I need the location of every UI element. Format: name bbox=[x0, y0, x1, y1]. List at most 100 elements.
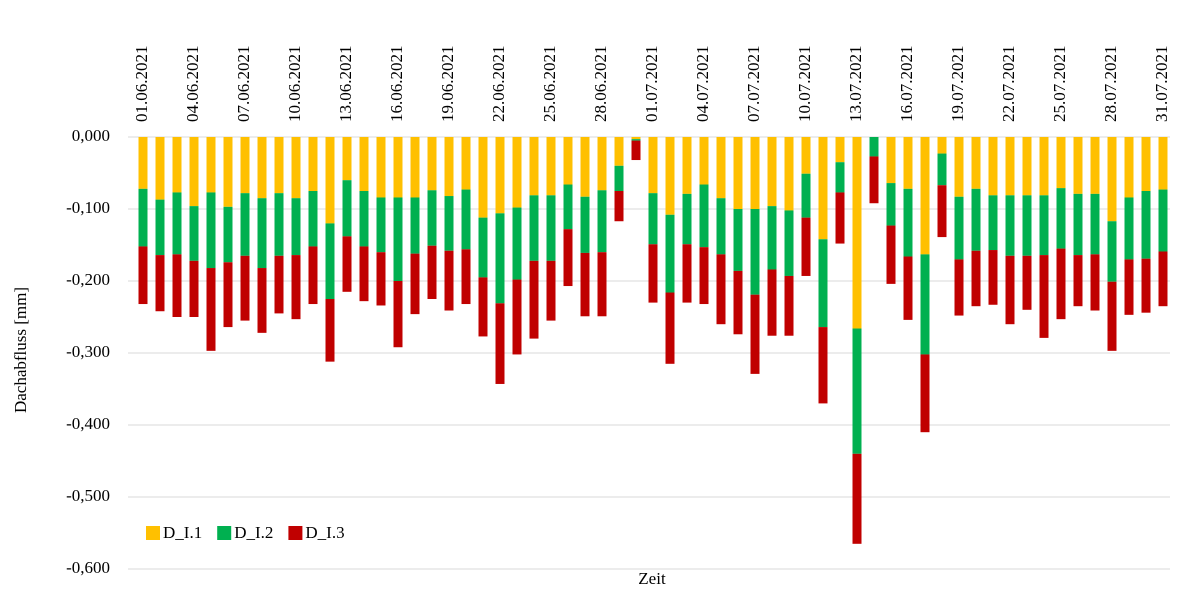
bar-segment bbox=[852, 328, 862, 454]
bar-segment bbox=[393, 281, 403, 348]
bar-segment bbox=[954, 137, 964, 197]
bar-segment bbox=[903, 137, 913, 189]
bar-segment bbox=[886, 225, 896, 284]
bar-segment bbox=[359, 191, 369, 247]
x-tick-label: 01.07.2021 bbox=[642, 46, 661, 123]
bar-segment bbox=[665, 292, 675, 364]
bar-segment bbox=[495, 303, 505, 384]
bar-segment bbox=[172, 192, 182, 255]
bar-segment bbox=[1022, 195, 1032, 256]
bar-segment bbox=[733, 137, 743, 209]
bar-segment bbox=[563, 184, 573, 230]
x-tick-label: 04.06.2021 bbox=[183, 46, 202, 123]
bar-segment bbox=[376, 137, 386, 198]
bar-segment bbox=[733, 270, 743, 335]
bar-segment bbox=[546, 260, 556, 321]
bar-segment bbox=[631, 140, 641, 161]
bar-segment bbox=[903, 188, 913, 257]
bar-segment bbox=[308, 246, 318, 305]
y-tick-label: -0,200 bbox=[66, 270, 110, 289]
bar-segment bbox=[597, 252, 607, 317]
x-tick-label: 28.07.2021 bbox=[1101, 46, 1120, 123]
bar-segment bbox=[274, 255, 284, 314]
bar-segment bbox=[342, 137, 352, 181]
bar-segment bbox=[750, 209, 760, 295]
bar-segment bbox=[1158, 251, 1168, 307]
bar-segment bbox=[478, 137, 488, 218]
bar-segment bbox=[835, 137, 845, 163]
bar-segment bbox=[325, 299, 335, 362]
bar-segment bbox=[1056, 248, 1066, 320]
bar-segment bbox=[648, 244, 658, 303]
bar-segment bbox=[155, 255, 165, 312]
bar-segment bbox=[937, 153, 947, 186]
bar-segment bbox=[750, 137, 760, 209]
bar-segment bbox=[886, 137, 896, 184]
bar-segment bbox=[563, 229, 573, 287]
bar-segment bbox=[223, 262, 233, 328]
y-tick-label: -0,600 bbox=[66, 558, 110, 577]
bar-segment bbox=[631, 137, 641, 140]
x-tick-label: 25.07.2021 bbox=[1050, 46, 1069, 123]
legend-swatch bbox=[288, 526, 303, 540]
bar-segment bbox=[427, 137, 437, 191]
bar-segment bbox=[1073, 255, 1083, 307]
bar-segment bbox=[665, 137, 675, 215]
bar-segment bbox=[716, 137, 726, 199]
bar-segment bbox=[291, 198, 301, 256]
bar-segment bbox=[172, 137, 182, 193]
x-tick-label: 10.06.2021 bbox=[285, 46, 304, 123]
bar-segment bbox=[359, 137, 369, 191]
bar-segment bbox=[1107, 137, 1117, 222]
bar-segment bbox=[546, 195, 556, 261]
bar-segment bbox=[971, 250, 981, 307]
bar-segment bbox=[257, 137, 267, 199]
bar-segment bbox=[631, 139, 641, 141]
bar-segment bbox=[1005, 137, 1015, 196]
bar-segment bbox=[206, 137, 216, 193]
x-tick-label: 22.07.2021 bbox=[999, 46, 1018, 123]
bar-segment bbox=[937, 185, 947, 238]
bar-segment bbox=[988, 195, 998, 251]
bar-segment bbox=[359, 246, 369, 302]
bar-segment bbox=[971, 137, 981, 189]
bar-segment bbox=[461, 189, 471, 250]
x-tick-label: 22.06.2021 bbox=[489, 46, 508, 123]
x-tick-label: 07.07.2021 bbox=[744, 46, 763, 123]
bar-segment bbox=[240, 193, 250, 256]
bar-segment bbox=[920, 137, 930, 255]
bar-segment bbox=[954, 196, 964, 260]
x-tick-label: 19.07.2021 bbox=[948, 46, 967, 123]
bar-segment bbox=[699, 137, 709, 185]
bar-segment bbox=[274, 193, 284, 256]
bar-segment bbox=[869, 156, 879, 204]
bar-segment bbox=[733, 209, 743, 271]
bar-segment bbox=[818, 239, 828, 328]
x-tick-label: 10.07.2021 bbox=[795, 46, 814, 123]
bar-segment bbox=[835, 162, 845, 193]
bar-segment bbox=[682, 193, 692, 245]
bar-segment bbox=[308, 137, 318, 191]
bar-segment bbox=[342, 236, 352, 292]
bar-segment bbox=[240, 255, 250, 321]
x-axis-title: Zeit bbox=[638, 569, 666, 588]
bar-segment bbox=[427, 190, 437, 246]
bar-segment bbox=[1141, 191, 1151, 259]
bar-segment bbox=[529, 260, 539, 339]
bar-segment bbox=[682, 244, 692, 303]
bar-segment bbox=[801, 217, 811, 276]
bar-segment bbox=[546, 137, 556, 196]
bar-segment bbox=[172, 254, 182, 317]
bar-segment bbox=[291, 255, 301, 320]
bar-segment bbox=[920, 254, 930, 355]
bar-segment bbox=[1124, 197, 1134, 260]
bar-segment bbox=[1090, 254, 1100, 311]
x-tick-label: 07.06.2021 bbox=[234, 46, 253, 123]
bar-segment bbox=[410, 253, 420, 315]
bar-segment bbox=[1090, 137, 1100, 194]
bar-segment bbox=[291, 137, 301, 199]
bar-segment bbox=[444, 196, 454, 251]
bar-segment bbox=[784, 137, 794, 211]
x-tick-label: 19.06.2021 bbox=[438, 46, 457, 123]
bar-segment bbox=[138, 246, 148, 305]
